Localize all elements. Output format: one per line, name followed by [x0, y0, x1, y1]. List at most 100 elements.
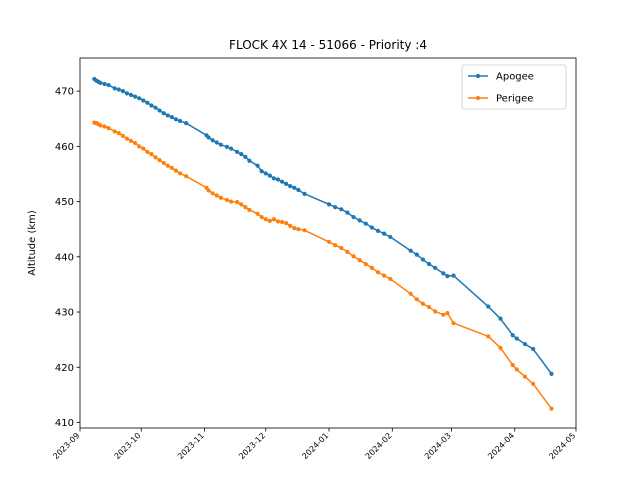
data-point-apogee	[284, 181, 289, 187]
data-point-perigee	[243, 205, 248, 210]
data-point-perigee	[357, 258, 362, 263]
data-point-apogee	[433, 265, 438, 270]
data-point-apogee	[514, 336, 519, 341]
data-point-perigee	[302, 228, 307, 233]
data-point-apogee	[498, 316, 503, 321]
data-point-perigee	[433, 309, 438, 314]
data-point-perigee	[239, 202, 244, 207]
data-point-apogee	[177, 118, 183, 124]
data-point-apogee	[112, 86, 117, 91]
data-point-perigee	[214, 193, 219, 198]
data-point-perigee	[98, 123, 103, 128]
data-point-apogee	[302, 191, 307, 196]
data-point-apogee	[259, 169, 264, 174]
data-point-perigee	[210, 191, 215, 196]
data-point-perigee	[288, 223, 293, 228]
data-point-apogee	[333, 205, 338, 210]
data-point-apogee	[184, 121, 189, 126]
series-line-perigee	[94, 121, 553, 410]
data-point-perigee	[259, 214, 264, 220]
data-point-perigee	[549, 406, 554, 411]
data-point-perigee	[382, 273, 387, 278]
x-tick-label: 2023-10	[113, 431, 143, 461]
data-point-apogee	[408, 248, 413, 253]
data-point-apogee	[288, 184, 293, 189]
data-point-apogee	[510, 333, 515, 338]
data-point-perigee	[339, 245, 344, 251]
data-point-perigee	[408, 291, 413, 296]
data-point-apogee	[210, 138, 215, 143]
data-point-apogee	[206, 135, 211, 140]
data-point-apogee	[239, 151, 244, 157]
data-point-apogee	[169, 114, 174, 120]
legend-label-perigee: Perigee	[496, 94, 533, 105]
data-point-perigee	[263, 217, 268, 222]
x-tick-label: 2024-02	[364, 431, 394, 461]
data-point-perigee	[128, 138, 134, 143]
data-point-apogee	[388, 234, 393, 240]
data-point-apogee	[247, 158, 252, 163]
data-point-apogee	[263, 171, 268, 176]
data-point-perigee	[345, 249, 350, 254]
data-point-perigee	[296, 227, 301, 232]
data-point-apogee	[106, 82, 111, 88]
data-point-perigee	[255, 211, 260, 216]
series-layer	[92, 76, 554, 411]
data-point-apogee	[255, 163, 260, 168]
data-point-perigee	[426, 304, 432, 310]
data-point-apogee	[267, 173, 272, 178]
data-point-perigee	[124, 136, 130, 141]
y-axis-title: Altitude (km)	[27, 210, 38, 276]
data-point-perigee	[486, 334, 491, 339]
data-point-perigee	[375, 270, 381, 275]
data-point-perigee	[206, 188, 211, 193]
data-point-perigee	[133, 140, 138, 146]
data-point-perigee	[153, 155, 158, 160]
data-point-apogee	[224, 144, 230, 150]
data-point-apogee	[157, 108, 162, 113]
data-point-apogee	[275, 177, 281, 182]
data-point-apogee	[120, 89, 125, 94]
data-point-apogee	[214, 140, 219, 145]
data-point-apogee	[98, 80, 103, 85]
legend-marker-perigee	[475, 95, 481, 101]
data-point-apogee	[369, 225, 374, 230]
data-point-apogee	[145, 100, 150, 105]
data-point-apogee	[153, 105, 158, 110]
data-point-perigee	[522, 374, 528, 379]
data-point-apogee	[414, 252, 419, 257]
data-point-perigee	[292, 225, 297, 231]
data-point-apogee	[357, 218, 362, 223]
data-point-apogee	[161, 111, 166, 116]
x-axis-ticks: 2023-09 2023-10 2023-11 2023-12 2024-01 2024-…	[51, 428, 577, 461]
data-point-apogee	[128, 92, 134, 98]
x-tick-label: 2024-04	[486, 431, 516, 461]
data-point-perigee	[137, 144, 142, 149]
data-point-apogee	[173, 117, 179, 122]
series-line-apogee	[93, 78, 553, 375]
data-point-apogee	[345, 210, 350, 215]
data-point-perigee	[173, 168, 179, 173]
legend-marker-apogee	[475, 73, 481, 79]
data-point-perigee	[420, 301, 426, 306]
chart-title: FLOCK 4X 14 - 51066 - Priority :4	[229, 38, 427, 52]
data-point-apogee	[141, 98, 146, 103]
data-point-apogee	[441, 271, 446, 276]
data-point-perigee	[279, 219, 285, 225]
data-point-perigee	[141, 146, 146, 151]
data-point-perigee	[161, 160, 166, 166]
axes-frame	[79, 57, 577, 429]
data-point-apogee	[420, 257, 426, 262]
y-tick-label: 450	[55, 197, 74, 208]
data-point-apogee	[486, 304, 491, 309]
data-point-perigee	[228, 199, 234, 204]
x-tick-label: 2023-09	[51, 431, 81, 461]
data-point-perigee	[184, 174, 189, 179]
data-point-apogee	[235, 149, 240, 154]
data-point-perigee	[351, 254, 356, 259]
data-point-perigee	[498, 345, 503, 351]
y-tick-label: 470	[55, 87, 74, 98]
data-point-perigee	[247, 207, 252, 212]
data-point-apogee	[102, 81, 107, 87]
y-tick-label: 460	[55, 142, 74, 153]
